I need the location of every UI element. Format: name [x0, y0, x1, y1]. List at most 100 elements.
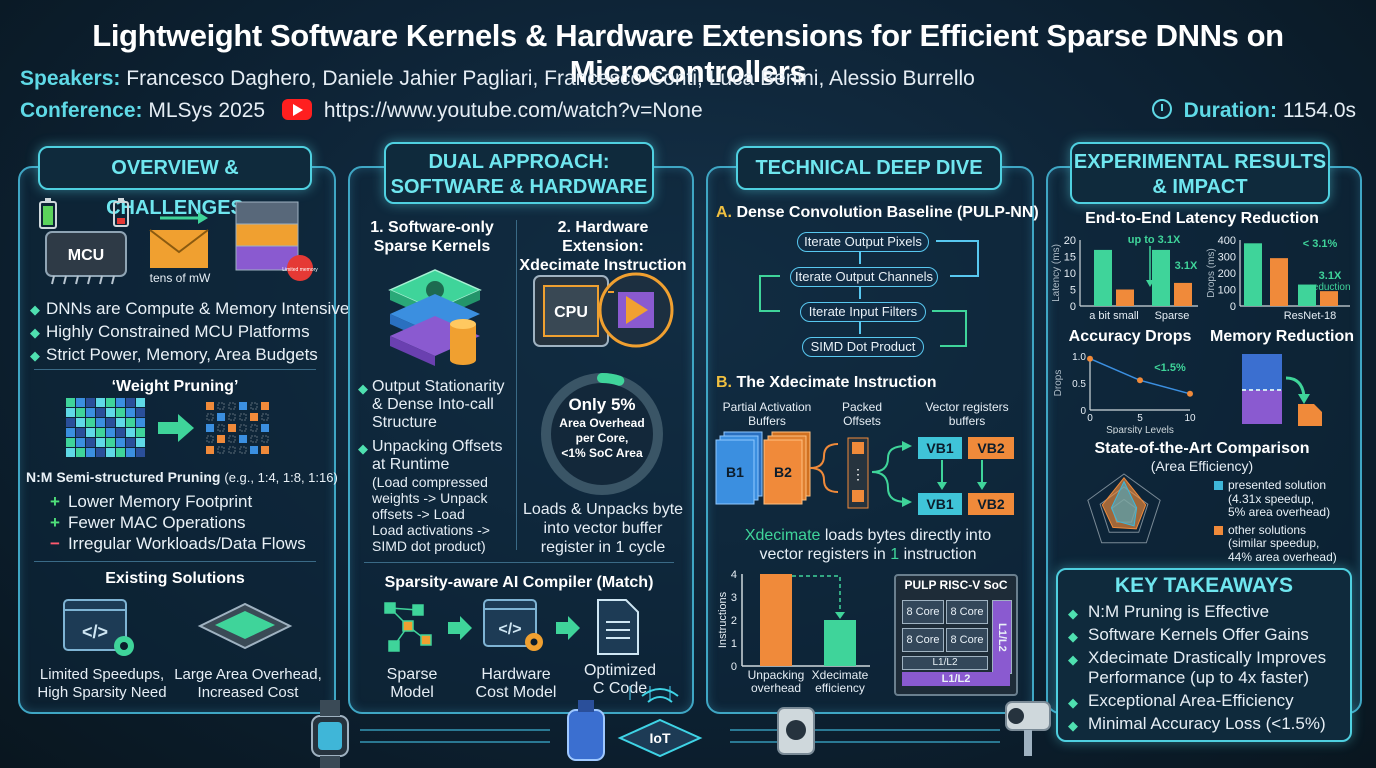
latency-bar-chart: 20 15 10 5 0 Latency (ms) a bit small Sparse up …	[1051, 234, 1198, 322]
accuracy-line-chart: 1.0 0.5 00 5 10 Sparsity Levels Drops <1.5%	[1053, 352, 1196, 434]
weight-cell	[116, 428, 125, 437]
compiler-step: Optimized C Code	[583, 662, 657, 697]
annotation: reduction	[1309, 282, 1350, 293]
plus-icon: +	[50, 492, 60, 511]
kept-weight-cell	[261, 424, 269, 432]
x-tick-label: Sparse	[1155, 310, 1190, 322]
ring-headline: Only 5%	[568, 395, 635, 414]
diamond-bullet-icon: ◆	[1068, 695, 1078, 710]
weight-cell	[86, 418, 95, 427]
takeaway-item: ◆ N:M Pruning is Effective	[1068, 602, 1326, 622]
dual-approach-title: DUAL APPROACH: SOFTWARE & HARDWARE	[384, 142, 654, 204]
y-tick-label: 200	[1218, 268, 1236, 280]
radar-grid	[1099, 486, 1149, 533]
pruned-weight-cell	[217, 402, 225, 410]
xdecimate-diagram: B1 B2 ⋮	[715, 431, 987, 509]
y-tick-label: 0.5	[1072, 379, 1086, 390]
network-graph-icon	[384, 602, 432, 652]
pruned-weight-cell	[228, 413, 236, 421]
arrow-head	[835, 612, 845, 619]
y-tick-label: 0	[1230, 301, 1236, 313]
kept-weight-cell	[228, 424, 236, 432]
database-layers-icon	[388, 269, 482, 366]
pruned-weight-cell	[228, 446, 236, 454]
kept-weight-cell	[250, 413, 258, 421]
y-tick-label: 15	[1064, 252, 1076, 264]
sota-title: State-of-the-Art Comparison	[1094, 440, 1310, 457]
bar	[1116, 289, 1134, 306]
pruned-weight-cell	[239, 413, 247, 421]
x-tick-label: Unpacking	[748, 668, 805, 682]
y-tick-label: 400	[1218, 235, 1236, 247]
speakers-label: Speakers:	[20, 67, 121, 90]
diamond-bullet-icon: ◆	[1068, 652, 1078, 667]
weight-cell	[66, 418, 75, 427]
iot-chip-icon: IoT	[617, 688, 703, 758]
battery-low-icon	[113, 198, 129, 227]
sw-bullet: ◆ Unpacking Offsets at Runtime (Load comp…	[358, 438, 503, 554]
kept-weight-cell	[239, 435, 247, 443]
compiler-pipeline: </>	[384, 599, 639, 655]
x-tick-label: overhead	[751, 681, 801, 695]
weight-cell	[66, 428, 75, 437]
weight-cell	[136, 398, 145, 407]
minus-icon: −	[50, 534, 60, 553]
kept-weight-cell	[206, 402, 214, 410]
compiler-step: Hardware Cost Model	[475, 666, 557, 701]
weight-cell	[76, 398, 85, 407]
weight-cell	[76, 408, 85, 417]
speakers: Francesco Daghero, Daniele Jahier Paglia…	[126, 67, 975, 90]
sw-kernels-title: 1. Software-only Sparse Kernels	[370, 219, 494, 255]
pruned-weight-cell	[261, 435, 269, 443]
pro-item: + Fewer MAC Operations	[50, 513, 246, 532]
existing-left-caption: Limited Speedups, High Sparsity Need	[37, 666, 167, 701]
flow-step: Iterate Output Channels	[790, 267, 938, 287]
section-b-title: B. The Xdecimate Instruction	[716, 374, 937, 391]
weight-cell	[126, 428, 135, 437]
weight-cell	[106, 448, 115, 457]
l1l2-bottom-memory: L1/L2	[902, 672, 1010, 686]
nm-examples: (e.g., 1:4, 1:8, 1:16)	[224, 470, 338, 485]
soc-title: PULP RISC-V SoC	[904, 578, 1008, 592]
video-link[interactable]: https://www.youtube.com/watch?v=None	[282, 99, 703, 123]
pruned-weight-cell	[250, 435, 258, 443]
data-point	[1087, 355, 1093, 362]
pruned-weight-cell	[228, 435, 236, 443]
deep-dive-title: TECHNICAL DEEP DIVE	[736, 146, 1002, 190]
iot-devices-strip: IoT	[311, 686, 1051, 768]
weight-cell	[76, 418, 85, 427]
envelope-icon	[149, 229, 209, 268]
overview-bullets: ◆ DNNs are Compute & Memory Intensive ◆ Hi…	[30, 298, 349, 367]
partial-buffers-label: Partial Activation Buffers	[722, 400, 812, 428]
divider	[516, 220, 517, 550]
soc-diagram: PULP RISC-V SoC 8 Core 8 Core 8 Core 8 C…	[894, 574, 1018, 696]
overview-bullet: ◆ DNNs are Compute & Memory Intensive	[30, 299, 350, 318]
sw-bullet: ◆ Output Stationarity & Dense Into-call St…	[358, 378, 505, 431]
weight-cell	[96, 398, 105, 407]
pruned-weight-cell	[217, 446, 225, 454]
arrow-right-icon	[556, 616, 580, 640]
sw-bullets: ◆ Output Stationarity & Dense Into-call St…	[358, 378, 505, 554]
annotation: < 3.1%	[1303, 238, 1338, 250]
weight-cell	[136, 408, 145, 417]
core-cluster: 8 Core	[946, 600, 988, 624]
code-gear-icon: </>	[483, 599, 543, 651]
smartwatch-icon	[311, 700, 349, 768]
arrow-right-icon	[158, 414, 194, 442]
y-tick-label: 100	[1218, 285, 1236, 297]
diamond-bullet-icon: ◆	[30, 325, 40, 340]
kept-weight-cell	[261, 402, 269, 410]
youtube-icon	[282, 99, 312, 120]
ring-line: <1% SoC Area	[561, 446, 643, 460]
bar	[1152, 249, 1170, 306]
takeaway-item: ◆ Minimal Accuracy Loss (<1.5%)	[1068, 714, 1326, 734]
battery-icon	[39, 198, 57, 229]
weight-cell	[96, 438, 105, 447]
annotation: up to 3.1X	[1128, 234, 1181, 246]
y-axis-label: Drops (ms)	[1206, 248, 1217, 297]
weight-cell	[86, 428, 95, 437]
drops-bar-chart: 400 300 200 100 0 Drops (ms) ResNet-18 < 3.1% 3.…	[1206, 235, 1351, 322]
l1l2-memory: L1/L2	[902, 656, 988, 670]
latency-title: End-to-End Latency Reduction	[1085, 210, 1319, 227]
conference-line: Conference: MLSys 2025	[20, 99, 265, 123]
